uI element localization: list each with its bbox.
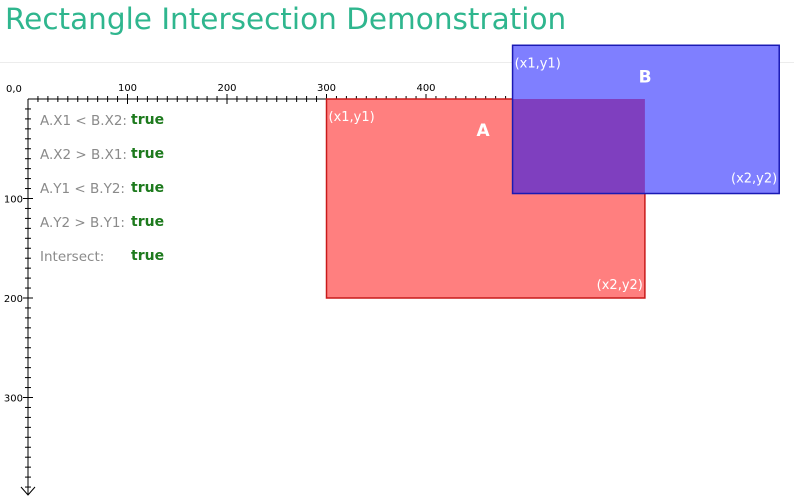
rectangle-b-border xyxy=(511,44,780,195)
rect-b-top-left-label: (x1,y1) xyxy=(515,56,561,71)
condition-label: A.X2 > B.X1: xyxy=(40,147,127,163)
title-divider xyxy=(0,62,794,63)
rectangles: (x1,y1) (x2,y2) A (x1,y1) (x2,y2) B xyxy=(325,44,780,299)
condition-row: A.Y2 > B.Y1: true xyxy=(40,214,164,231)
x-tick-label: 400 xyxy=(416,83,435,94)
intersection-area xyxy=(512,99,645,194)
condition-row: A.X1 < B.X2: true xyxy=(40,112,164,129)
condition-label: Intersect: xyxy=(40,249,105,265)
y-tick-label: 200 xyxy=(4,294,23,305)
y-axis-arrow xyxy=(20,486,36,496)
condition-label: A.X1 < B.X2: xyxy=(40,113,127,129)
y-tick-label: 100 xyxy=(4,195,23,206)
rect-a-top-left-label: (x1,y1) xyxy=(329,110,375,125)
condition-value: true xyxy=(131,248,165,264)
condition-value: true xyxy=(131,112,165,128)
x-tick-label: 200 xyxy=(217,83,236,94)
rect-a-name: A xyxy=(477,121,491,141)
condition-value: true xyxy=(131,214,165,230)
x-tick-label: 300 xyxy=(317,83,336,94)
page-title: Rectangle Intersection Demonstration xyxy=(5,2,567,36)
rect-b-name: B xyxy=(639,67,652,87)
rect-b-bottom-right-label: (x2,y2) xyxy=(731,172,777,187)
condition-row: A.Y1 < B.Y2: true xyxy=(40,180,164,197)
origin-label: 0,0 xyxy=(6,84,22,95)
y-tick-label: 300 xyxy=(4,394,23,405)
condition-label: A.Y1 < B.Y2: xyxy=(40,181,125,197)
x-tick-label: 100 xyxy=(118,83,137,94)
condition-row: Intersect: true xyxy=(40,248,164,265)
condition-value: true xyxy=(131,146,165,162)
condition-row: A.X2 > B.X1: true xyxy=(40,146,164,163)
condition-label: A.Y2 > B.Y1: xyxy=(40,215,125,231)
rect-a-bottom-right-label: (x2,y2) xyxy=(597,278,643,293)
condition-value: true xyxy=(131,180,165,196)
